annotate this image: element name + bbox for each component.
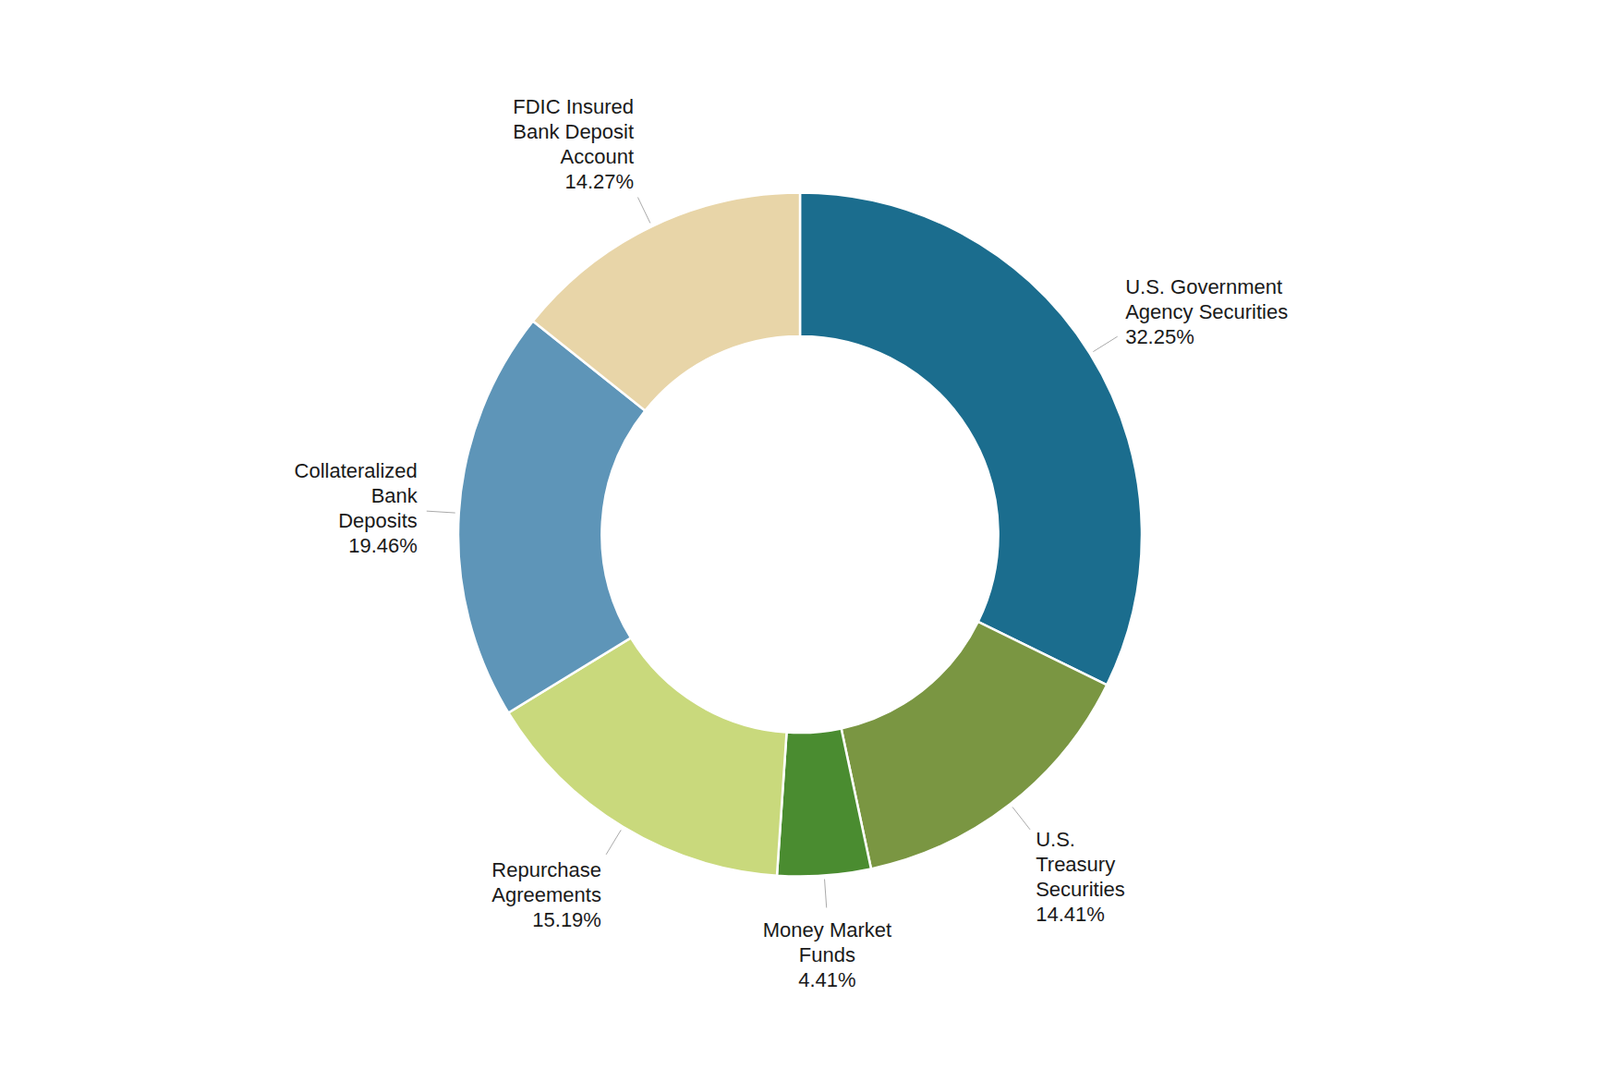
svg-text:CollateralizedBankDeposits19.4: CollateralizedBankDeposits19.46% bbox=[294, 458, 419, 557]
svg-text:U.S. GovernmentAgency Securiti: U.S. GovernmentAgency Securities32.25% bbox=[1125, 275, 1288, 349]
svg-text:Money MarketFunds4.41%: Money MarketFunds4.41% bbox=[763, 917, 892, 991]
svg-text:U.S.TreasurySecurities14.41%: U.S.TreasurySecurities14.41% bbox=[1035, 826, 1126, 925]
svg-text:RepurchaseAgreements15.19%: RepurchaseAgreements15.19% bbox=[491, 858, 602, 932]
svg-text:FDIC InsuredBank DepositAccoun: FDIC InsuredBank DepositAccount14.27% bbox=[512, 95, 634, 194]
